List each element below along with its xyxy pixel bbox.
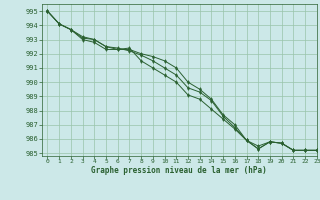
X-axis label: Graphe pression niveau de la mer (hPa): Graphe pression niveau de la mer (hPa) (91, 166, 267, 175)
